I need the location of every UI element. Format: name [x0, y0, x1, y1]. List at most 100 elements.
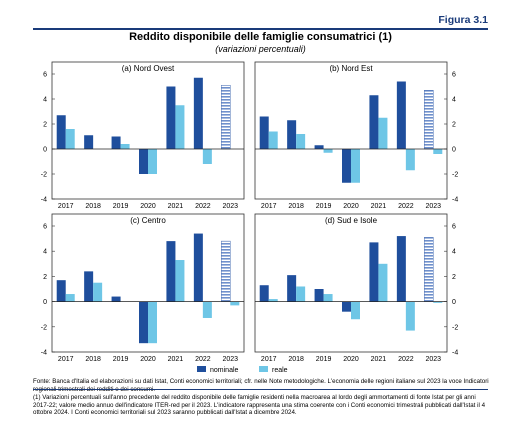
- bar-reale-2020: [351, 149, 360, 183]
- y-tick-label: 6: [43, 72, 47, 79]
- x-tick-label: 2021: [371, 356, 387, 363]
- chart-panel-4: (d) Sud e Isole -4 -2 0 2 4 6 2017 2018 2019 2020 2…: [254, 213, 458, 363]
- x-tick-label: 2022: [195, 203, 211, 210]
- x-tick-label: 2021: [371, 203, 387, 210]
- panel-frame: [254, 61, 448, 200]
- x-tick-label: 2021: [168, 203, 184, 210]
- y-tick-label: -2: [41, 172, 47, 179]
- bar-reale-2018: [296, 134, 306, 149]
- bar-nominale-2017: [56, 280, 66, 302]
- bar-reale-2018: [93, 282, 103, 302]
- bar-nominale-2020: [342, 149, 351, 183]
- bar-nominale-2022: [396, 236, 406, 302]
- bar-reale-2021: [175, 260, 185, 302]
- y-tick-label: 6: [43, 224, 47, 231]
- x-tick-label: 2022: [398, 203, 414, 210]
- legend-swatch-nominale: [197, 366, 206, 372]
- panel-frame: [51, 61, 245, 200]
- bar-reale-2023: [230, 301, 240, 306]
- y-tick-label: 2: [43, 122, 47, 129]
- bar-reale-2023: [433, 149, 443, 154]
- bar-reale-2018: [296, 286, 306, 302]
- x-tick-label: 2019: [113, 356, 129, 363]
- bar-nominale-2018: [287, 275, 297, 302]
- y-tick-label: 4: [43, 97, 47, 104]
- y-tick-label: -2: [452, 324, 458, 331]
- y-tick-label: 6: [452, 224, 456, 231]
- bar-nominale-2018: [84, 271, 94, 302]
- y-tick-label: 0: [43, 299, 47, 306]
- bar-nominale-2018: [84, 135, 94, 149]
- x-tick-label: 2018: [85, 356, 101, 363]
- bar-reale-2022: [405, 149, 415, 171]
- y-tick-label: -2: [41, 324, 47, 331]
- footnote: (1) Variazioni percentuali sull'anno pre…: [33, 394, 486, 417]
- x-tick-label: 2021: [168, 356, 184, 363]
- bar-nominale-2019: [111, 296, 121, 302]
- panel-title: (a) Nord Ovest: [122, 64, 175, 73]
- y-tick-label: -4: [452, 197, 458, 204]
- bar-nominale-2019: [314, 145, 324, 149]
- bar-nominale-2020: [139, 149, 148, 174]
- bar-reale-2019: [323, 294, 333, 302]
- x-tick-label: 2023: [222, 203, 238, 210]
- x-tick-label: 2017: [261, 356, 277, 363]
- bar-nominale-2017: [259, 285, 269, 302]
- top-rule: [33, 28, 488, 30]
- x-tick-label: 2017: [261, 203, 277, 210]
- bar-nominale-2022: [193, 233, 203, 302]
- y-tick-label: -2: [452, 172, 458, 179]
- y-tick-label: 4: [43, 249, 47, 256]
- y-tick-label: 4: [452, 97, 456, 104]
- bar-nominale-2023: [221, 240, 231, 302]
- y-tick-label: -4: [41, 197, 47, 204]
- panel-title: (c) Centro: [130, 216, 166, 225]
- bar-nominale-2021: [166, 241, 176, 302]
- bar-reale-2019: [323, 149, 333, 153]
- x-tick-label: 2022: [195, 356, 211, 363]
- bar-nominale-2022: [193, 77, 203, 149]
- y-tick-label: 6: [452, 72, 456, 79]
- y-tick-label: 0: [452, 299, 456, 306]
- x-tick-label: 2020: [343, 356, 359, 363]
- bar-nominale-2019: [111, 136, 121, 149]
- chart-panel-1: (a) Nord Ovest -4 -2 0 2 4 6 2017 2018 2019 2020 20…: [41, 61, 245, 210]
- x-tick-label: 2023: [222, 356, 238, 363]
- y-tick-label: -4: [452, 350, 458, 357]
- legend-label-nominale: nominale: [210, 367, 239, 374]
- x-tick-label: 2020: [140, 203, 156, 210]
- bar-reale-2022: [405, 301, 415, 331]
- x-tick-label: 2019: [316, 203, 332, 210]
- bar-nominale-2017: [56, 115, 66, 149]
- panel-title: (b) Nord Est: [329, 64, 373, 73]
- figure-subtitle: (variazioni percentuali): [215, 44, 306, 54]
- source-note: Fonte: Banca d'Italia ed elaborazioni su…: [33, 378, 489, 393]
- bar-nominale-2020: [139, 301, 148, 344]
- bar-nominale-2020: [342, 301, 351, 312]
- bar-reale-2017: [65, 294, 75, 302]
- x-tick-label: 2017: [58, 203, 74, 210]
- bar-nominale-2019: [314, 289, 324, 302]
- legend-label-reale: reale: [272, 367, 288, 374]
- panel-title: (d) Sud e Isole: [325, 216, 378, 225]
- x-tick-label: 2022: [398, 356, 414, 363]
- bar-reale-2023: [433, 301, 443, 303]
- bar-nominale-2022: [396, 81, 406, 149]
- x-tick-label: 2019: [316, 356, 332, 363]
- x-tick-label: 2017: [58, 356, 74, 363]
- x-tick-label: 2018: [288, 203, 304, 210]
- bottom-rule: [33, 389, 488, 390]
- bar-nominale-2021: [166, 86, 176, 149]
- panel-frame: [254, 213, 448, 353]
- y-tick-label: 2: [43, 274, 47, 281]
- x-tick-label: 2018: [288, 356, 304, 363]
- bar-reale-2017: [65, 129, 75, 149]
- figure-label: Figura 3.1: [438, 14, 488, 26]
- x-tick-label: 2019: [113, 203, 129, 210]
- bar-reale-2020: [148, 149, 157, 174]
- x-tick-label: 2023: [425, 203, 441, 210]
- figure-title: Reddito disponibile delle famiglie consu…: [129, 31, 392, 43]
- panel-frame: [51, 213, 245, 353]
- y-tick-label: -4: [41, 350, 47, 357]
